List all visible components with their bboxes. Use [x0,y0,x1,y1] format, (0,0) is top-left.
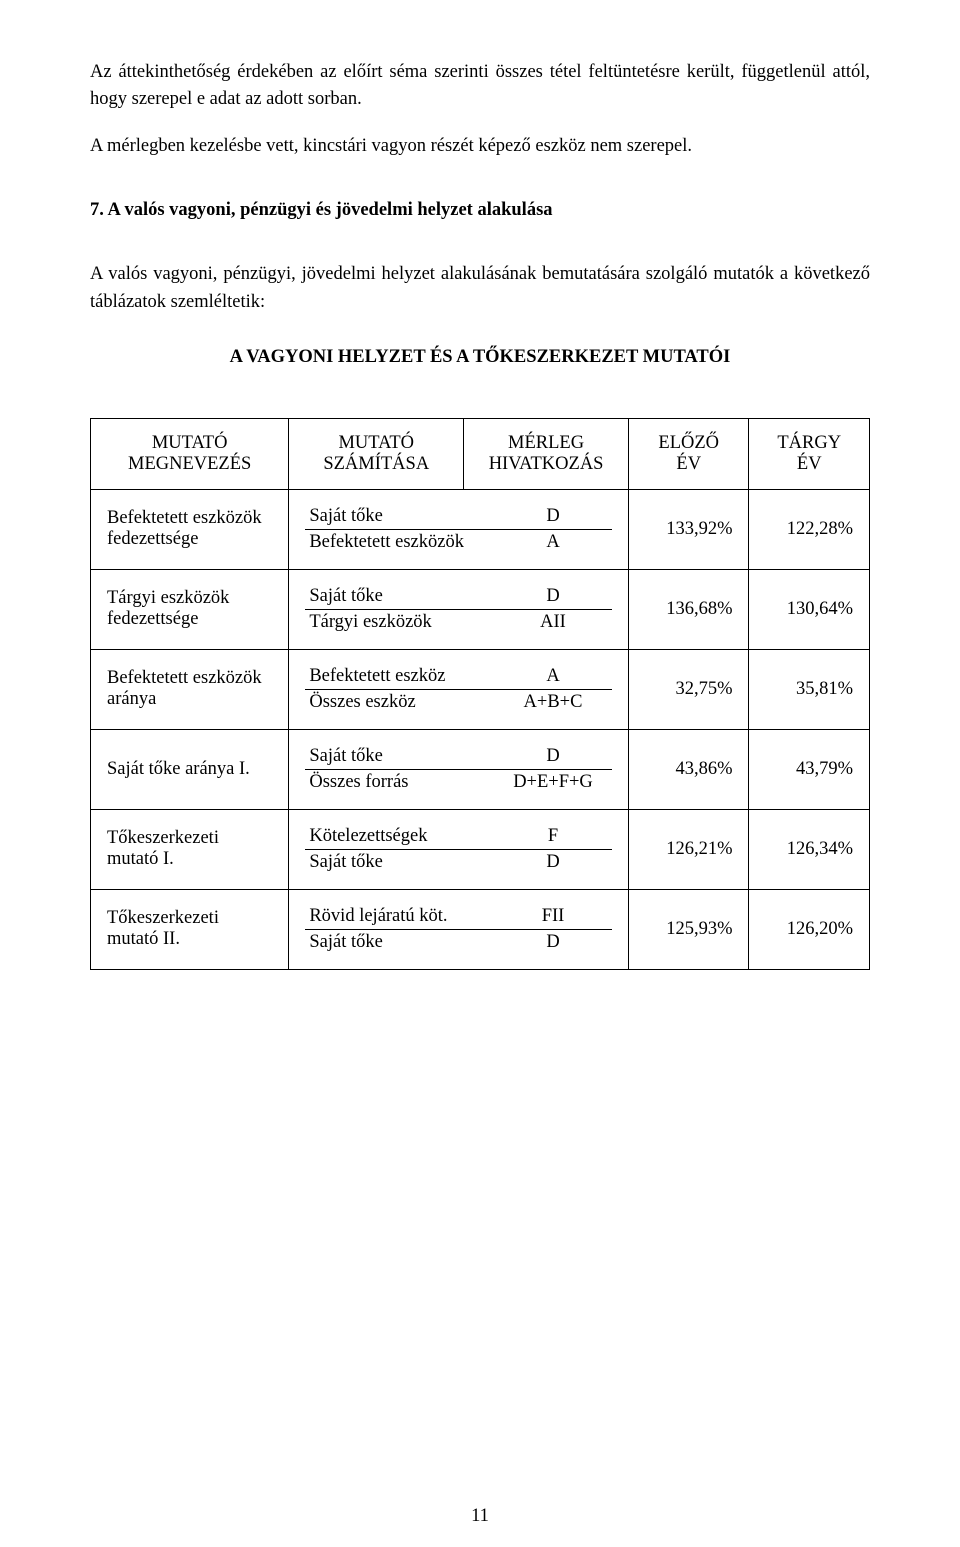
row-curr: 35,81% [749,649,870,729]
col-header-name: MUTATÓ MEGNEVEZÉS [91,418,289,489]
paragraph-3: A valós vagyoni, pénzügyi, jövedelmi hel… [90,261,870,317]
row-num-ref: D [494,584,612,610]
row-prev: 125,93% [629,889,749,969]
row-num-item: Saját tőke [305,744,494,770]
table-row: Befektetett eszközök fedezettsége Saját … [91,489,870,569]
row-fraction: Befektetett eszköz A Összes eszköz A+B+C [289,649,629,729]
paragraph-1: Az áttekinthetőség érdekében az előírt s… [90,59,870,115]
col-header-prev: ELŐZŐ ÉV [629,418,749,489]
row-den-ref: D+E+F+G [494,769,612,795]
row-curr: 122,28% [749,489,870,569]
col-header-curr: TÁRGY ÉV [749,418,870,489]
row-den-ref: D [494,849,612,875]
row-fraction: Saját tőke D Összes forrás D+E+F+G [289,729,629,809]
row-num-ref: D [494,504,612,530]
table-header-row: MUTATÓ MEGNEVEZÉS MUTATÓ SZÁMÍTÁSA MÉRLE… [91,418,870,489]
row-den-ref: A+B+C [494,689,612,715]
row-label: Tőkeszerkezeti mutató I. [91,809,289,889]
row-den-item: Saját tőke [305,849,494,875]
row-curr: 130,64% [749,569,870,649]
table-row: Tőkeszerkezeti mutató I. Kötelezettségek… [91,809,870,889]
row-prev: 126,21% [629,809,749,889]
row-num-item: Saját tőke [305,504,494,530]
row-den-ref: AII [494,609,612,635]
row-num-item: Kötelezettségek [305,824,494,850]
row-num-item: Saját tőke [305,584,494,610]
table-row: Tőkeszerkezeti mutató II. Rövid lejáratú… [91,889,870,969]
row-prev: 136,68% [629,569,749,649]
row-den-item: Befektetett eszközök [305,529,494,555]
row-num-ref: F [494,824,612,850]
row-den-item: Saját tőke [305,929,494,955]
row-fraction: Saját tőke D Tárgyi eszközök AII [289,569,629,649]
row-num-item: Rövid lejáratú köt. [305,904,494,930]
row-curr: 126,20% [749,889,870,969]
row-num-ref: A [494,664,612,690]
row-den-ref: A [494,529,612,555]
row-curr: 43,79% [749,729,870,809]
row-den-item: Összes eszköz [305,689,494,715]
row-label: Tőkeszerkezeti mutató II. [91,889,289,969]
row-den-item: Összes forrás [305,769,494,795]
row-num-item: Befektetett eszköz [305,664,494,690]
table-row: Saját tőke aránya I. Saját tőke D Összes… [91,729,870,809]
row-prev: 133,92% [629,489,749,569]
row-label: Saját tőke aránya I. [91,729,289,809]
row-num-ref: D [494,744,612,770]
table-title: A VAGYONI HELYZET ÉS A TŐKESZERKEZET MUT… [90,347,870,368]
row-num-ref: FII [494,904,612,930]
row-den-ref: D [494,929,612,955]
row-fraction: Saját tőke D Befektetett eszközök A [289,489,629,569]
col-header-calc: MUTATÓ SZÁMÍTÁSA [289,418,464,489]
col-header-ref: MÉRLEG HIVATKOZÁS [464,418,629,489]
indicators-table: MUTATÓ MEGNEVEZÉS MUTATÓ SZÁMÍTÁSA MÉRLE… [90,418,870,970]
row-label: Befektetett eszközök aránya [91,649,289,729]
table-row: Befektetett eszközök aránya Befektetett … [91,649,870,729]
page-number: 11 [0,1506,960,1527]
page-container: Az áttekinthetőség érdekében az előírt s… [0,0,960,1547]
paragraph-2: A mérlegben kezelésbe vett, kincstári va… [90,133,870,161]
row-den-item: Tárgyi eszközök [305,609,494,635]
row-fraction: Rövid lejáratú köt. FII Saját tőke D [289,889,629,969]
row-label: Tárgyi eszközök fedezettsége [91,569,289,649]
section-head: 7. A valós vagyoni, pénzügyi és jövedelm… [90,200,870,221]
table-row: Tárgyi eszközök fedezettsége Saját tőke … [91,569,870,649]
row-prev: 32,75% [629,649,749,729]
row-curr: 126,34% [749,809,870,889]
row-prev: 43,86% [629,729,749,809]
row-fraction: Kötelezettségek F Saját tőke D [289,809,629,889]
row-label: Befektetett eszközök fedezettsége [91,489,289,569]
